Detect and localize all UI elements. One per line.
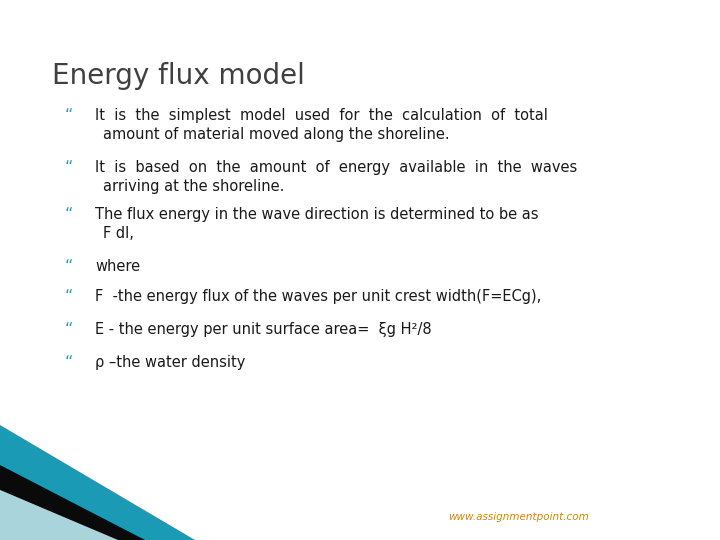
Text: “: “ <box>65 160 73 175</box>
Text: “: “ <box>65 322 73 337</box>
Polygon shape <box>0 465 145 540</box>
Text: F  -the energy flux of the waves per unit crest width(F=ECg),: F -the energy flux of the waves per unit… <box>95 289 541 304</box>
Polygon shape <box>0 490 118 540</box>
Text: “: “ <box>65 207 73 222</box>
Text: amount of material moved along the shoreline.: amount of material moved along the shore… <box>103 127 449 142</box>
Text: ρ –the water density: ρ –the water density <box>95 355 246 370</box>
Text: It  is  based  on  the  amount  of  energy  available  in  the  waves: It is based on the amount of energy avai… <box>95 160 577 175</box>
Text: “: “ <box>65 108 73 123</box>
Text: www.assignmentpoint.com: www.assignmentpoint.com <box>448 512 589 522</box>
Text: E - the energy per unit surface area=  ξg H²/8: E - the energy per unit surface area= ξg… <box>95 322 431 337</box>
Text: “: “ <box>65 289 73 304</box>
Text: “: “ <box>65 355 73 370</box>
Polygon shape <box>0 425 195 540</box>
Text: The flux energy in the wave direction is determined to be as: The flux energy in the wave direction is… <box>95 207 539 222</box>
Text: F dl,: F dl, <box>103 226 134 241</box>
Text: where: where <box>95 259 140 274</box>
Text: Energy flux model: Energy flux model <box>52 62 305 90</box>
Text: arriving at the shoreline.: arriving at the shoreline. <box>103 179 284 194</box>
Text: “: “ <box>65 259 73 274</box>
Text: It  is  the  simplest  model  used  for  the  calculation  of  total: It is the simplest model used for the ca… <box>95 108 548 123</box>
